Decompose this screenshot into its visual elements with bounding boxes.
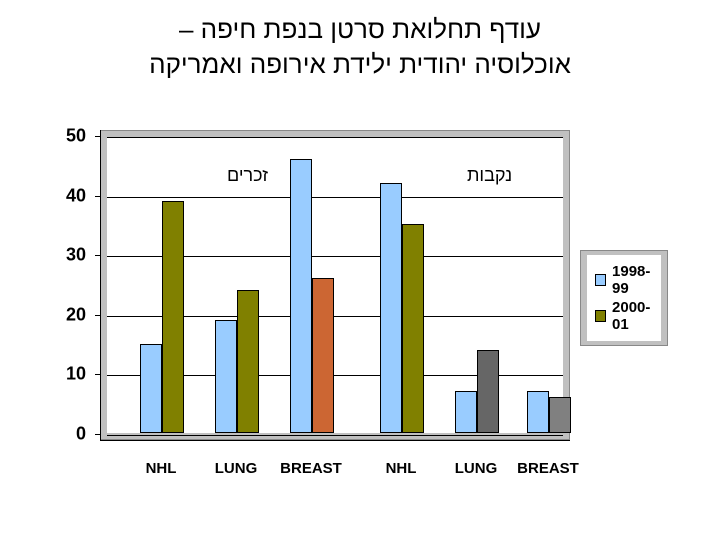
region-label: נקבות <box>467 165 512 186</box>
y-tick-label: 20 <box>56 304 92 325</box>
y-tick-label: 0 <box>56 424 92 445</box>
legend-swatch <box>595 274 606 286</box>
bar <box>549 397 571 433</box>
bar <box>162 201 184 433</box>
gridline <box>107 435 563 436</box>
x-label: NHL <box>386 460 417 477</box>
legend-item: 2000-01 <box>595 299 653 333</box>
bar <box>215 320 237 433</box>
plot-area: זכרים נקבות <box>107 137 563 433</box>
y-tick-label: 30 <box>56 245 92 266</box>
bar <box>312 278 334 433</box>
chart-container: זכריםנקבות 01020304050 NHLLUNGBREASTNHLL… <box>60 120 660 480</box>
y-tick-mark <box>95 434 100 435</box>
legend-item: 1998-99 <box>595 263 653 297</box>
plot-panel: זכרים נקבות <box>100 130 570 440</box>
chart-title: עודף תחלואת סרטן בנפת חיפה – אוכלוסיה יה… <box>0 0 720 82</box>
y-tick-label: 10 <box>56 364 92 385</box>
y-tick-label: 40 <box>56 185 92 206</box>
title-line-2: אוכלוסיה יהודית ילידת אירופה ואמריקה <box>149 49 571 79</box>
x-axis-line <box>100 440 570 441</box>
bar <box>380 183 402 433</box>
y-tick-mark <box>95 136 100 137</box>
y-tick-mark <box>95 315 100 316</box>
title-line-1: עודף תחלואת סרטן בנפת חיפה – <box>179 14 541 44</box>
x-label: BREAST <box>280 460 342 477</box>
bar <box>290 159 312 433</box>
legend-label: 1998-99 <box>612 263 653 297</box>
bar <box>477 350 499 433</box>
bar <box>527 391 549 433</box>
y-tick-mark <box>95 196 100 197</box>
bar <box>455 391 477 433</box>
legend: 1998-992000-01 <box>580 250 668 346</box>
x-labels: NHLLUNGBREASTNHLLUNGBREAST <box>100 452 570 476</box>
y-tick-mark <box>95 374 100 375</box>
y-axis-line <box>100 130 101 440</box>
legend-swatch <box>595 310 606 322</box>
x-label: LUNG <box>455 460 498 477</box>
region-label: זכרים <box>227 165 268 186</box>
x-label: NHL <box>146 460 177 477</box>
legend-inner: 1998-992000-01 <box>587 255 661 341</box>
bar <box>402 224 424 433</box>
x-label: LUNG <box>215 460 258 477</box>
y-tick-label: 50 <box>56 126 92 147</box>
legend-label: 2000-01 <box>612 299 653 333</box>
x-label: BREAST <box>517 460 579 477</box>
bar <box>140 344 162 433</box>
y-tick-mark <box>95 255 100 256</box>
bar <box>237 290 259 433</box>
